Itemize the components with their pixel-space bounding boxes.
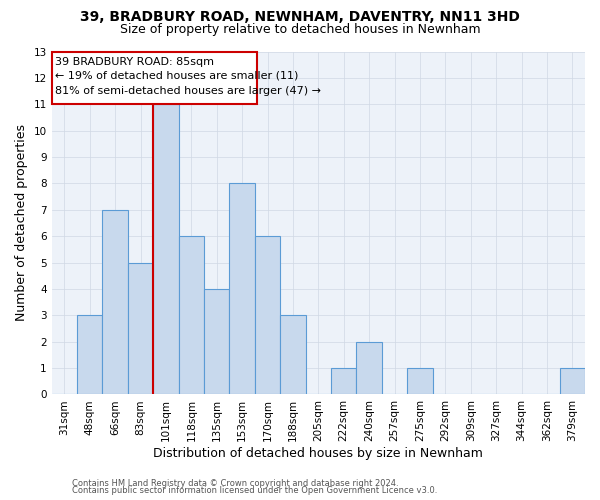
Bar <box>153 104 179 395</box>
Bar <box>77 316 103 394</box>
Bar <box>280 316 305 394</box>
Bar <box>128 262 153 394</box>
Bar <box>229 184 255 394</box>
Bar <box>255 236 280 394</box>
Y-axis label: Number of detached properties: Number of detached properties <box>15 124 28 322</box>
Text: ← 19% of detached houses are smaller (11): ← 19% of detached houses are smaller (11… <box>55 70 299 80</box>
FancyBboxPatch shape <box>52 52 257 104</box>
Bar <box>331 368 356 394</box>
Bar <box>560 368 585 394</box>
Text: 39, BRADBURY ROAD, NEWNHAM, DAVENTRY, NN11 3HD: 39, BRADBURY ROAD, NEWNHAM, DAVENTRY, NN… <box>80 10 520 24</box>
Text: 39 BRADBURY ROAD: 85sqm: 39 BRADBURY ROAD: 85sqm <box>55 57 214 67</box>
Bar <box>407 368 433 394</box>
Text: Size of property relative to detached houses in Newnham: Size of property relative to detached ho… <box>119 22 481 36</box>
Bar <box>204 289 229 395</box>
X-axis label: Distribution of detached houses by size in Newnham: Distribution of detached houses by size … <box>154 447 483 460</box>
Bar <box>179 236 204 394</box>
Text: Contains HM Land Registry data © Crown copyright and database right 2024.: Contains HM Land Registry data © Crown c… <box>72 478 398 488</box>
Bar <box>356 342 382 394</box>
Text: Contains public sector information licensed under the Open Government Licence v3: Contains public sector information licen… <box>72 486 437 495</box>
Text: 81% of semi-detached houses are larger (47) →: 81% of semi-detached houses are larger (… <box>55 86 322 96</box>
Bar <box>103 210 128 394</box>
